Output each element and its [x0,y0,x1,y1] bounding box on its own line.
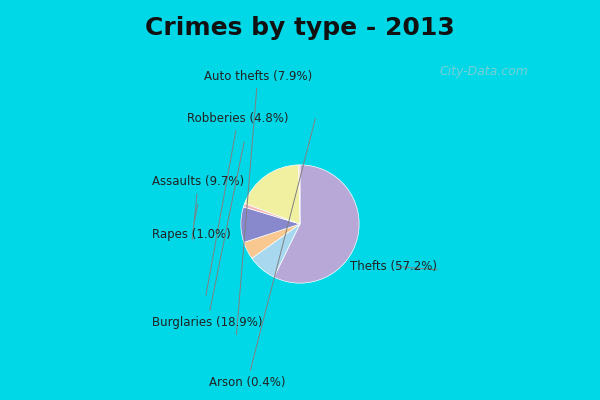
Wedge shape [299,165,300,224]
Text: Burglaries (18.9%): Burglaries (18.9%) [152,142,263,329]
Wedge shape [241,207,300,242]
Text: Crimes by type - 2013: Crimes by type - 2013 [145,16,455,40]
Text: Thefts (57.2%): Thefts (57.2%) [350,260,437,273]
Wedge shape [244,203,300,224]
Wedge shape [274,165,359,283]
Wedge shape [245,165,300,224]
Text: City-Data.com: City-Data.com [439,66,528,78]
Text: Rapes (1.0%): Rapes (1.0%) [152,204,231,241]
Wedge shape [252,224,300,277]
Wedge shape [244,224,300,258]
Text: Arson (0.4%): Arson (0.4%) [209,119,316,389]
Text: Assaults (9.7%): Assaults (9.7%) [152,175,244,240]
Text: Auto thefts (7.9%): Auto thefts (7.9%) [203,70,312,334]
Text: Robberies (4.8%): Robberies (4.8%) [187,112,289,296]
